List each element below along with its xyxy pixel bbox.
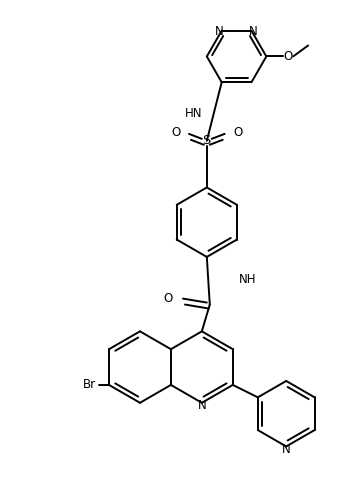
Text: N: N (249, 25, 258, 38)
Text: S: S (203, 134, 211, 147)
Text: NH: NH (239, 273, 256, 286)
Text: O: O (284, 50, 293, 63)
Text: HN: HN (185, 107, 203, 120)
Text: O: O (233, 126, 242, 139)
Text: O: O (171, 126, 181, 139)
Text: N: N (198, 400, 206, 412)
Text: Br: Br (83, 378, 96, 392)
Text: O: O (163, 292, 173, 305)
Text: N: N (282, 443, 290, 456)
Text: N: N (215, 25, 224, 38)
